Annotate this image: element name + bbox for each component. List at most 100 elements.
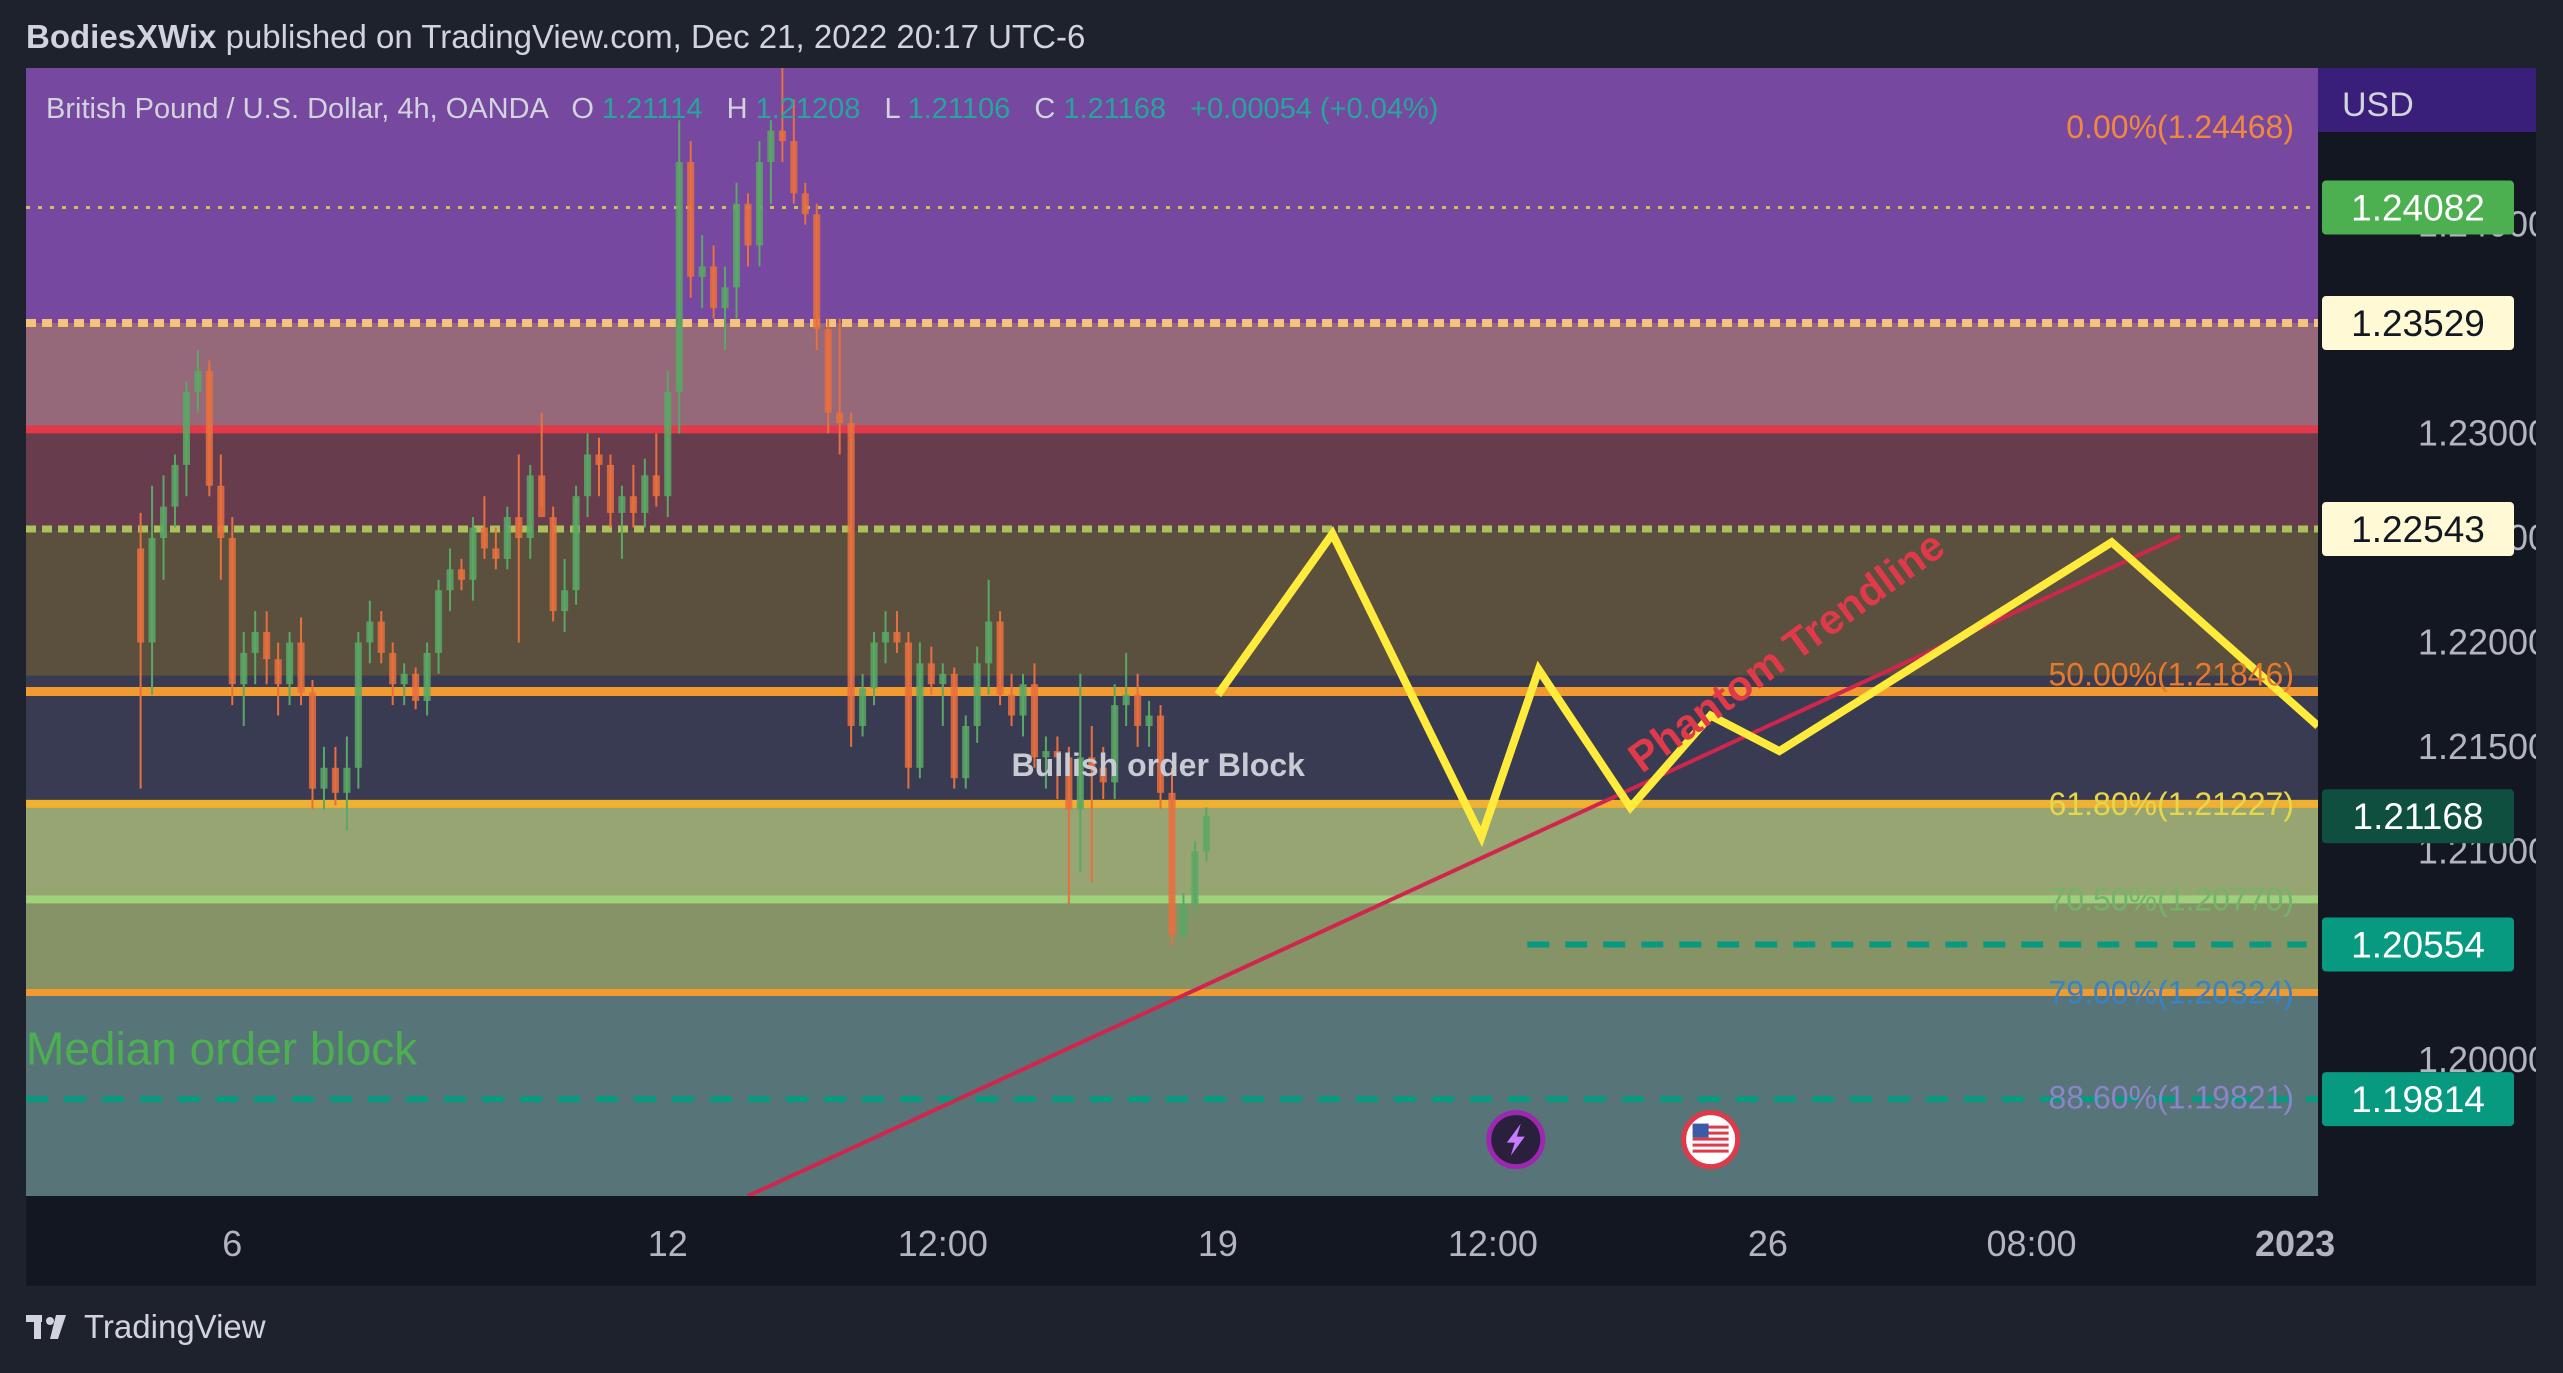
svg-text:1.21168: 1.21168 (2353, 796, 2484, 837)
candle-body (893, 632, 901, 643)
price-tag: 1.24082 (2322, 180, 2514, 235)
high-value: 1.21208 (756, 93, 861, 125)
tradingview-logo-icon[interactable] (26, 1313, 74, 1341)
svg-text:1.22543: 1.22543 (2351, 509, 2485, 550)
candle-body (721, 287, 729, 309)
candle-body (595, 454, 603, 465)
candle-body (985, 621, 993, 664)
candle-body (881, 632, 890, 643)
candle-body (904, 642, 912, 768)
candle-body (1156, 715, 1165, 793)
close-label: C (1034, 93, 1055, 125)
symbol-legend: British Pound / U.S. Dollar, 4h, OANDA O… (46, 93, 1438, 125)
candle-body (389, 652, 397, 685)
candle-body (1111, 705, 1119, 783)
candle-body (1065, 757, 1073, 810)
time-tick-label: 12 (648, 1223, 688, 1264)
candle-body (939, 673, 947, 685)
candle-body (515, 517, 523, 538)
price-tick-label: 1.22000 (2418, 621, 2536, 662)
candle-body (182, 391, 190, 465)
candle-body (1145, 715, 1153, 726)
candle-body (687, 162, 695, 277)
candle-body (354, 642, 362, 768)
candle-body (801, 193, 809, 215)
candle-body (561, 590, 569, 612)
currency-label[interactable]: USD (2342, 86, 2414, 124)
chart-panel[interactable]: Bullish order Block Median order block Pha… (26, 68, 2536, 1286)
candle-body (240, 652, 248, 685)
candle-body (1088, 757, 1096, 768)
candle-body (308, 692, 317, 789)
tradingview-brand[interactable]: TradingView (84, 1308, 266, 1345)
high-label: H (727, 93, 748, 125)
time-tick-label: 12:00 (1448, 1223, 1538, 1264)
chart-annotation[interactable]: Median order block (26, 1022, 418, 1074)
candle-body (148, 538, 156, 643)
candle-body (859, 688, 867, 726)
us-flag-icon[interactable] (1681, 1110, 1741, 1170)
candle-body (549, 517, 557, 612)
candle-body (1134, 694, 1142, 726)
candle-body (870, 642, 878, 689)
candle-body (744, 203, 752, 246)
candle-body (503, 517, 511, 559)
candle-body (331, 767, 339, 793)
candle-body (137, 548, 145, 643)
fib-level-label: 79.00%(1.20324) (2048, 975, 2294, 1011)
candle-body (457, 569, 466, 580)
time-tick-label: 08:00 (1986, 1223, 2076, 1264)
candle-body (916, 663, 924, 768)
candle-body (320, 767, 328, 789)
candle-body (1202, 815, 1210, 852)
projection-path (1214, 526, 2318, 848)
price-tick-label: 1.21500 (2418, 726, 2536, 767)
candle-body (755, 162, 763, 246)
candle-body (286, 642, 294, 685)
candle-body (778, 130, 786, 142)
candle-body (1179, 903, 1188, 935)
chart-annotation[interactable]: Bullish order Block (1012, 747, 1306, 783)
candle-body (1053, 751, 1061, 758)
price-zone (26, 429, 2318, 530)
candle-body (1168, 792, 1176, 935)
candle-body (675, 162, 683, 392)
time-tick-label: 19 (1198, 1223, 1238, 1264)
time-tick-label: 2023 (2255, 1223, 2335, 1264)
candle-body (194, 370, 202, 392)
svg-text:1.19814: 1.19814 (2351, 1079, 2485, 1120)
time-axis (26, 1196, 2318, 1286)
candle-body (572, 496, 580, 591)
candle-body (629, 496, 637, 513)
price-tag: 1.23529 (2322, 296, 2514, 351)
low-label: L (884, 93, 900, 125)
time-tick-label: 26 (1748, 1223, 1788, 1264)
price-zone (26, 322, 2318, 430)
axis-top-band (2318, 68, 2536, 132)
candle-body (836, 412, 844, 424)
low-value: 1.21106 (908, 93, 1011, 125)
candle-body (847, 423, 855, 726)
author-name[interactable]: BodiesXWix (26, 18, 217, 55)
price-zone (26, 991, 2318, 1196)
svg-text:1.20554: 1.20554 (2351, 924, 2485, 965)
svg-text:1.24082: 1.24082 (2351, 188, 2485, 229)
open-label: O (571, 93, 594, 125)
price-tag: 1.21168 (2322, 789, 2514, 844)
symbol-name[interactable]: British Pound / U.S. Dollar, 4h, OANDA (46, 93, 550, 125)
fib-level-label: 0.00%(1.24468) (2066, 109, 2294, 145)
candle-body (1191, 851, 1199, 904)
candle-body (251, 632, 259, 653)
candle-body (1076, 757, 1084, 810)
fib-level-label: 61.80%(1.21227) (2048, 786, 2294, 822)
candle-body (228, 538, 236, 685)
publish-info: published on TradingView.com, Dec 21, 20… (225, 18, 1086, 55)
lightning-icon[interactable] (1486, 1110, 1546, 1170)
price-tag: 1.22543 (2322, 502, 2514, 557)
candle-body (710, 266, 718, 309)
candle-body (767, 130, 775, 162)
candle-body (1008, 694, 1016, 716)
price-tag: 1.20554 (2322, 917, 2514, 972)
candle-body (469, 527, 477, 580)
